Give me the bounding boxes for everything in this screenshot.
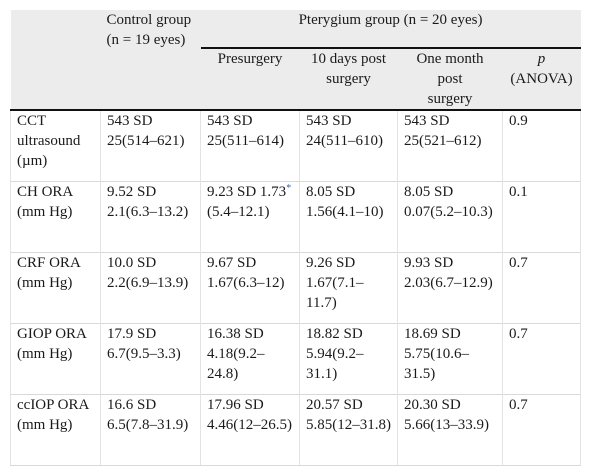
presurgery-cell: 16.38 SD 4.18(9.2–24.8) bbox=[200, 322, 300, 394]
header-one-month: One month post surgery bbox=[397, 47, 503, 110]
header-p-anova: p (ANOVA) bbox=[502, 47, 581, 110]
table-row: ccIOP ORA (mm Hg) 16.6 SD 6.5(7.8–31.9) … bbox=[10, 393, 582, 466]
one-month-cell: 20.30 SD 5.66(13–33.9) bbox=[397, 393, 503, 466]
presurgery-cell: 9.67 SD 1.67(6.3–12) bbox=[200, 251, 300, 323]
control-cell: 17.9 SD 6.7(9.5–3.3) bbox=[100, 322, 201, 394]
one-month-cell: 543 SD 25(521–612) bbox=[397, 109, 503, 181]
ten-days-cell: 20.57 SD 5.85(12–31.8) bbox=[299, 393, 398, 466]
control-cell: 543 SD 25(514–621) bbox=[100, 109, 201, 181]
one-month-cell: 9.93 SD 2.03(6.7–12.9) bbox=[397, 251, 503, 323]
header-pterygium-group: Pterygium group (n = 20 eyes) bbox=[200, 10, 581, 48]
p-value-cell: 0.7 bbox=[501, 393, 582, 466]
results-table: Control group (n = 19 eyes) Pterygium gr… bbox=[10, 10, 582, 466]
presurgery-cell: 17.96 SD 4.46(12–26.5) bbox=[200, 393, 300, 466]
ten-days-cell: 543 SD 24(511–610) bbox=[299, 109, 398, 181]
row-label: CRF ORA (mm Hg) bbox=[10, 251, 101, 323]
table-row: CH ORA (mm Hg) 9.52 SD 2.1(6.3–13.2) 9.2… bbox=[10, 180, 582, 252]
p-value-cell: 0.7 bbox=[501, 251, 582, 323]
footnote-link[interactable]: * bbox=[286, 182, 292, 194]
p-value-cell: 0.1 bbox=[501, 180, 582, 252]
control-cell: 16.6 SD 6.5(7.8–31.9) bbox=[100, 393, 201, 466]
p-value-cell: 0.7 bbox=[501, 322, 582, 394]
header-control-group: Control group (n = 19 eyes) bbox=[100, 10, 201, 110]
control-cell: 9.52 SD 2.1(6.3–13.2) bbox=[100, 180, 201, 252]
row-label: CCT ultrasound (µm) bbox=[10, 109, 101, 181]
row-label: ccIOP ORA (mm Hg) bbox=[10, 393, 101, 466]
row-label: GIOP ORA (mm Hg) bbox=[10, 322, 101, 394]
header-empty-cell bbox=[10, 10, 101, 110]
header-ten-days: 10 days post surgery bbox=[299, 47, 398, 110]
one-month-cell: 18.69 SD 5.75(10.6–31.5) bbox=[397, 322, 503, 394]
table-row: GIOP ORA (mm Hg) 17.9 SD 6.7(9.5–3.3) 16… bbox=[10, 322, 582, 394]
header-presurgery: Presurgery bbox=[200, 47, 300, 110]
table-row: CRF ORA (mm Hg) 10.0 SD 2.2(6.9–13.9) 9.… bbox=[10, 251, 582, 323]
p-value-cell: 0.9 bbox=[501, 109, 582, 181]
ten-days-cell: 8.05 SD 1.56(4.1–10) bbox=[299, 180, 398, 252]
row-label: CH ORA (mm Hg) bbox=[10, 180, 101, 252]
one-month-cell: 8.05 SD 0.07(5.2–10.3) bbox=[397, 180, 503, 252]
table-row: CCT ultrasound (µm) 543 SD 25(514–621) 5… bbox=[10, 109, 582, 181]
ten-days-cell: 18.82 SD 5.94(9.2–31.1) bbox=[299, 322, 398, 394]
ten-days-cell: 9.26 SD 1.67(7.1–11.7) bbox=[299, 251, 398, 323]
presurgery-cell: 543 SD 25(511–614) bbox=[200, 109, 300, 181]
control-cell: 10.0 SD 2.2(6.9–13.9) bbox=[100, 251, 201, 323]
presurgery-cell: 9.23 SD 1.73*(5.4–12.1) bbox=[200, 180, 300, 252]
